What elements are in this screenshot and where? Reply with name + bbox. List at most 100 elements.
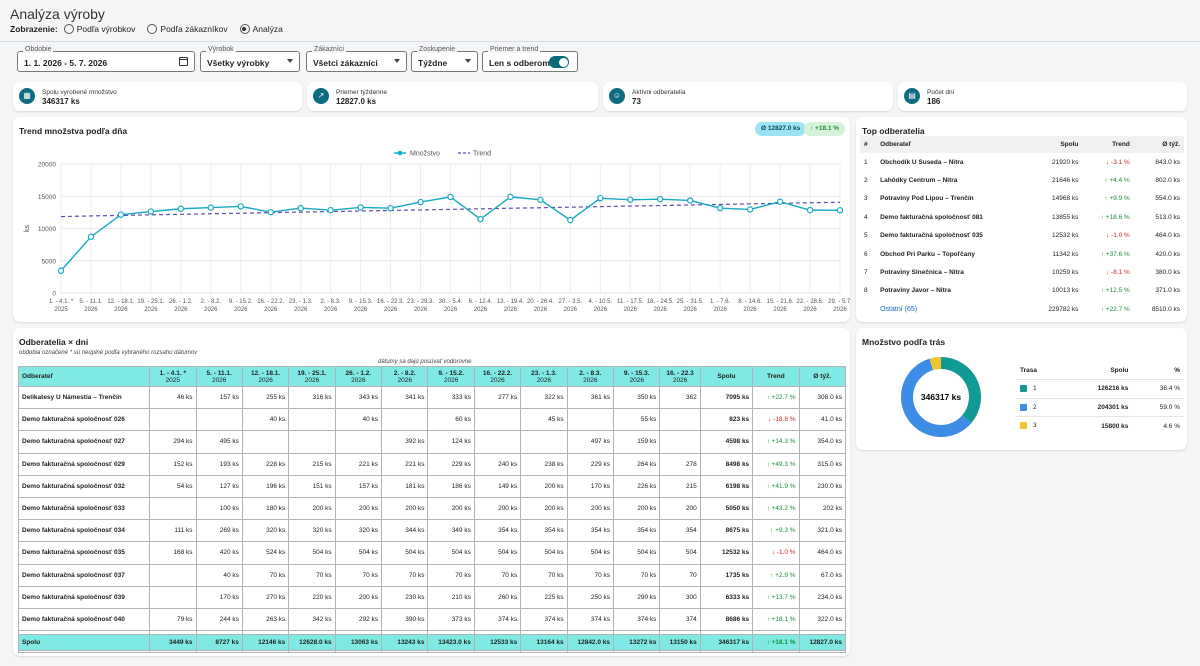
column-header: Trasa — [1020, 366, 1037, 374]
x-tick-label: 5. - 11.1. — [79, 299, 103, 305]
x-tick-label: 2026 — [234, 307, 248, 313]
x-tick-label: 29. - 5.7. — [828, 299, 850, 305]
table-cell: 157 ks — [334, 474, 383, 498]
table-row[interactable]: 3 15800 ks 4.6 % — [1016, 416, 1184, 436]
period-field[interactable]: Obdobie 1. 1. 2026 - 5. 7. 2026 — [17, 46, 195, 72]
page-title: Analýza výroby — [10, 6, 105, 22]
table-cell: Obchod Pri Parku – Topoľčany — [880, 250, 975, 258]
others-link[interactable]: Ostatní (65) — [880, 305, 918, 313]
table-cell: ↑ +41.9 % — [752, 474, 800, 498]
table-row[interactable]: 2 204301 ks 59.0 % — [1016, 398, 1184, 417]
view-radio-customers[interactable]: Podľa zákazníkov — [147, 24, 228, 34]
table-cell: 264 ks — [613, 452, 661, 476]
grid-scroll-area[interactable]: Odberateľ 1. - 4.1. * 2025 5. - 11.1. 2026 12… — [18, 366, 846, 653]
table-cell: 40 ks — [334, 408, 383, 432]
avg-trend-field: Priemer a trend Len s odberom — [482, 46, 578, 72]
quantity-point — [686, 197, 694, 204]
total-cell: Spolu — [17, 634, 151, 651]
column-header[interactable]: Trend — [752, 366, 800, 387]
table-cell: 15800 ks — [1101, 422, 1129, 430]
x-tick-label: 25. - 31.5. — [677, 299, 704, 305]
customers-select[interactable]: Zákazníci Všetci zákazníci — [306, 46, 407, 72]
others-row[interactable]: Ostatní (65) 229782 ks ↑ +22.7 % 8510.0 ks — [860, 300, 1184, 318]
column-header[interactable]: Ø týž. — [798, 366, 846, 387]
x-tick-label: 26. - 1.2. — [169, 299, 193, 305]
table-cell: 181 ks — [381, 474, 429, 498]
column-header-year: 2026 — [443, 376, 459, 384]
table-row[interactable]: 1 126216 ks 36.4 % — [1016, 379, 1184, 399]
table-row[interactable]: 1 Obchodík U Suseda – Nitra 21920 ks ↓ -3.1… — [860, 153, 1184, 171]
x-tick-label: 2026 — [803, 307, 817, 313]
quantity-point — [447, 193, 454, 201]
table-row[interactable]: Demo fakturačná spoločnosť 035 168 ks 420 … — [18, 541, 846, 565]
table-row[interactable]: 3 Potraviny Pod Lipou – Trenčín 14968 ks ↑ … — [860, 190, 1184, 208]
table-row[interactable]: Demo fakturačná spoločnosť 027 294 ks 495 … — [18, 430, 846, 454]
table-row[interactable]: 4 Demo fakturačná spoločnosť 081 13855 ks ↑… — [860, 208, 1184, 226]
table-cell: 70 ks — [613, 563, 661, 587]
donut-slice[interactable] — [901, 358, 972, 437]
legend-swatch — [1020, 422, 1027, 430]
column-header[interactable]: Spolu — [699, 366, 754, 387]
grouping-select[interactable]: Zoskupenie Týždne — [411, 46, 478, 72]
column-header: Spolu — [1029, 136, 1083, 153]
table-cell: 240 ks — [473, 452, 522, 476]
table-cell — [149, 408, 197, 432]
x-tick-label: 19. - 25.1. — [137, 299, 164, 305]
table-cell: ↑ +22.7 % — [1100, 305, 1130, 313]
table-row[interactable]: Demo fakturačná spoločnosť 039 170 ks 270 … — [18, 585, 846, 609]
table-cell: 322.0 ks — [798, 607, 846, 632]
column-header[interactable]: 2. - 8.2. 2026 — [381, 366, 429, 387]
column-header: % — [1174, 366, 1180, 374]
table-cell: 70 ks — [381, 563, 429, 587]
table-row[interactable]: Demo fakturačná spoločnosť 034 111 ks 269 … — [18, 519, 846, 543]
column-header[interactable]: 26. - 1.2. 2026 — [334, 366, 383, 387]
total-cell: 13272 ks — [613, 634, 661, 651]
table-cell: 420.0 ks — [1155, 250, 1180, 258]
table-cell: 13855 ks — [1052, 213, 1079, 221]
column-header[interactable]: 1. - 4.1. * 2025 — [149, 366, 197, 387]
table-cell: Demo fakturačná spoločnosť 026 — [18, 408, 151, 432]
table-cell: 221 ks — [334, 452, 383, 476]
view-radio-analysis[interactable]: Analýza — [239, 24, 283, 34]
column-header[interactable]: 5. - 11.1. 2026 — [195, 366, 243, 387]
table-cell: Demo fakturačná spoločnosť 039 — [18, 585, 151, 609]
column-header[interactable]: 16. - 22.2. 2026 — [473, 366, 522, 387]
table-row[interactable]: 6 Obchod Pri Parku – Topoľčany 11342 ks ↑ +… — [860, 245, 1184, 263]
table-cell: 168 ks — [149, 541, 197, 565]
column-header[interactable]: 12. - 18.1. 2026 — [241, 366, 290, 387]
column-header[interactable]: 2. - 8.3. 2026 — [566, 366, 615, 387]
table-cell: 200 ks — [334, 585, 383, 609]
column-header[interactable]: Odberateľ — [18, 366, 151, 387]
table-row[interactable]: Demo fakturačná spoločnosť 026 40 ks 40 ks… — [18, 408, 846, 432]
table-row[interactable]: Demo fakturačná spoločnosť 029 152 ks 193 … — [18, 452, 846, 476]
calendar-icon[interactable] — [179, 57, 188, 66]
view-radio-products[interactable]: Podľa výrobkov — [63, 24, 135, 34]
donut-slice[interactable] — [940, 357, 981, 424]
table-cell: 55 ks — [613, 408, 661, 432]
table-row[interactable]: Demo fakturačná spoločnosť 040 79 ks 244 k… — [18, 607, 846, 632]
column-header[interactable]: 16. - 22.3 2026 — [659, 366, 701, 387]
quantity-point — [597, 194, 604, 202]
donut-slice[interactable] — [929, 357, 942, 371]
table-row[interactable]: 8 Potraviny Javor – Nitra 10013 ks ↑ +12.5 … — [860, 282, 1184, 300]
table-cell: 354.0 ks — [798, 430, 846, 454]
column-header[interactable]: 23. - 1.3. 2026 — [520, 366, 568, 387]
table-cell: 226 ks — [613, 474, 661, 498]
column-header[interactable]: 9. - 15.2. 2026 — [427, 366, 475, 387]
x-tick-label: 8. - 14.6. — [738, 299, 762, 305]
column-header-year: 2025 — [165, 376, 181, 384]
column-header[interactable]: 9. - 15.3. 2026 — [613, 366, 661, 387]
table-cell: Demo fakturačná spoločnosť 033 — [18, 496, 151, 521]
table-cell: 230 ks — [381, 585, 429, 609]
column-header[interactable]: 19. - 25.1. 2026 — [288, 366, 336, 387]
table-row[interactable]: Demo fakturačná spoločnosť 037 40 ks 70 ks… — [18, 563, 846, 587]
table-row[interactable]: 7 Potraviny Slnečnica – Nitra 10259 ks ↓ -8… — [860, 263, 1184, 281]
table-row[interactable]: 5 Demo fakturačná spoločnosť 035 12532 ks ↓… — [860, 227, 1184, 245]
table-row[interactable]: Demo fakturačná spoločnosť 032 54 ks 127 k… — [18, 474, 846, 498]
product-select[interactable]: Výrobok Všetky výrobky — [200, 46, 300, 72]
table-row[interactable]: Delikatesy U Námestia – Trenčín 46 ks 157 … — [18, 385, 846, 410]
avg-toggle[interactable] — [549, 56, 569, 68]
table-row[interactable]: 2 Lahôdky Centrum – Nitra 21646 ks ↑ +4.4 %… — [860, 171, 1184, 189]
table-row[interactable]: Demo fakturačná spoločnosť 033 100 ks 180 … — [18, 496, 846, 521]
grid-card-title: Odberatelia × dni — [19, 337, 89, 347]
